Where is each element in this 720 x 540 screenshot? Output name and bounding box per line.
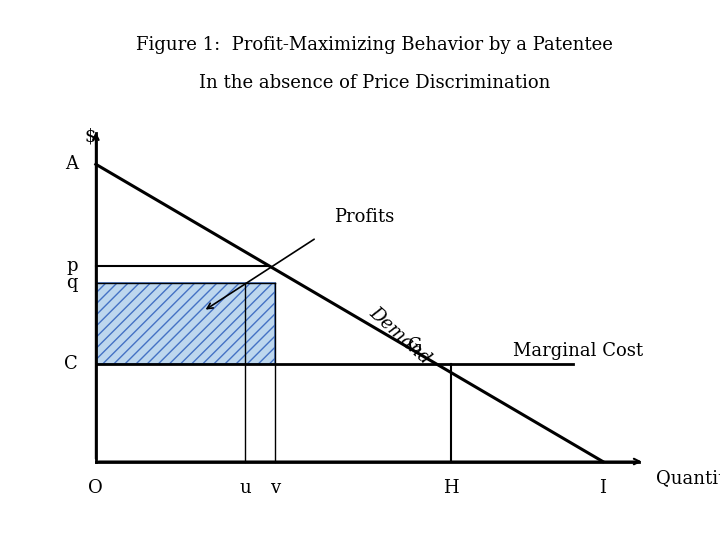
Text: C: C: [64, 355, 78, 373]
Text: O: O: [89, 479, 103, 497]
Text: I: I: [599, 479, 606, 497]
Text: A: A: [65, 156, 78, 173]
Text: u: u: [239, 479, 251, 497]
Text: p: p: [66, 256, 78, 275]
Text: Demand: Demand: [366, 303, 434, 368]
Text: Profits: Profits: [334, 208, 395, 226]
Text: Figure 1:  Profit-Maximizing Behavior by a Patentee: Figure 1: Profit-Maximizing Behavior by …: [136, 36, 613, 54]
Text: Marginal Cost: Marginal Cost: [513, 342, 644, 360]
Text: $: $: [84, 127, 96, 145]
Text: In the absence of Price Discrimination: In the absence of Price Discrimination: [199, 74, 550, 92]
Text: q: q: [66, 274, 78, 292]
Text: H: H: [443, 479, 459, 497]
Text: Quantity: Quantity: [657, 470, 720, 488]
Text: v: v: [270, 479, 280, 497]
Text: G: G: [408, 337, 422, 355]
Bar: [96, 283, 275, 363]
